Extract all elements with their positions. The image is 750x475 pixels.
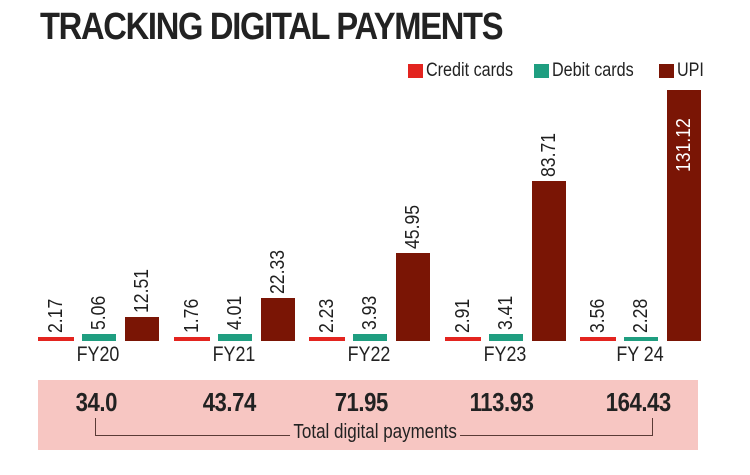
- bar-value-label: 3.56: [587, 298, 609, 333]
- bar-value-label: 5.06: [88, 295, 110, 330]
- bar-debit-cards-fy22: [353, 334, 387, 341]
- total-value: 71.95: [334, 387, 389, 417]
- bar-debit-cards-fy24: [624, 337, 658, 341]
- bar-value-label: 4.01: [223, 295, 246, 330]
- bar-value-label: 12.51: [131, 268, 153, 314]
- bar-upi-fy22: [396, 253, 430, 341]
- bar-upi-fy23: [531, 180, 566, 341]
- bar-debit-cards-fy23: [488, 334, 523, 341]
- bar-debit-cards-fy21: [217, 334, 252, 341]
- category-label: FY21: [212, 343, 255, 366]
- legend-item-debit-cards: Debit cards: [534, 60, 638, 82]
- bar-value-label: 3.41: [494, 295, 517, 330]
- legend-item-credit-cards: Credit cards: [408, 60, 518, 82]
- bar-value-label: 22.33: [266, 250, 289, 295]
- bar-chart: 2.17 5.06 12.51 FY20 1.76 4.01 22.33 FY21 2.23 3.…: [38, 89, 701, 366]
- bar-credit-cards-fy24: [580, 337, 616, 341]
- bar-value-label: 2.17: [45, 298, 67, 333]
- bar-upi-fy20: [125, 317, 159, 341]
- legend-label: Debit cards: [552, 60, 635, 81]
- category-label: FY20: [76, 343, 120, 366]
- bar-upi-fy24: [667, 89, 701, 341]
- total-value: 43.74: [202, 387, 257, 417]
- bar-value-label: 2.91: [451, 298, 474, 333]
- bar-value-label: 83.71: [537, 132, 560, 177]
- category-label: FY22: [347, 343, 391, 366]
- bar-value-label: 131.12: [673, 118, 695, 172]
- debit-cards-swatch-icon: [534, 64, 550, 78]
- bar-credit-cards-fy23: [444, 337, 481, 341]
- legend-item-upi: UPI: [658, 60, 703, 82]
- bar-value-label: 45.95: [402, 204, 424, 249]
- legend-label: Credit cards: [426, 60, 514, 81]
- bar-credit-cards-fy21: [173, 337, 210, 341]
- bar-debit-cards-fy20: [82, 334, 116, 341]
- chart-title: TRACKING DIGITAL PAYMENTS: [40, 6, 504, 48]
- bar-value-label: 3.93: [359, 295, 381, 330]
- totals-label: Total digital payments: [289, 421, 461, 444]
- upi-swatch-icon: [658, 64, 674, 78]
- credit-cards-swatch-icon: [408, 64, 423, 78]
- total-value: 164.43: [605, 387, 671, 417]
- bar-credit-cards-fy22: [309, 337, 345, 341]
- category-label: FY23: [483, 343, 526, 366]
- legend-label: UPI: [676, 60, 704, 81]
- total-value: 34.0: [75, 387, 118, 417]
- bar-value-label: 2.23: [316, 298, 338, 333]
- bar-value-label: 2.28: [630, 298, 652, 333]
- category-label: FY 24: [616, 343, 664, 366]
- bar-value-label: 1.76: [180, 298, 203, 333]
- total-value: 113.93: [469, 387, 534, 417]
- bar-upi-fy21: [260, 298, 295, 341]
- legend: Credit cards Debit cards UPI: [408, 58, 703, 84]
- bar-credit-cards-fy20: [38, 337, 74, 341]
